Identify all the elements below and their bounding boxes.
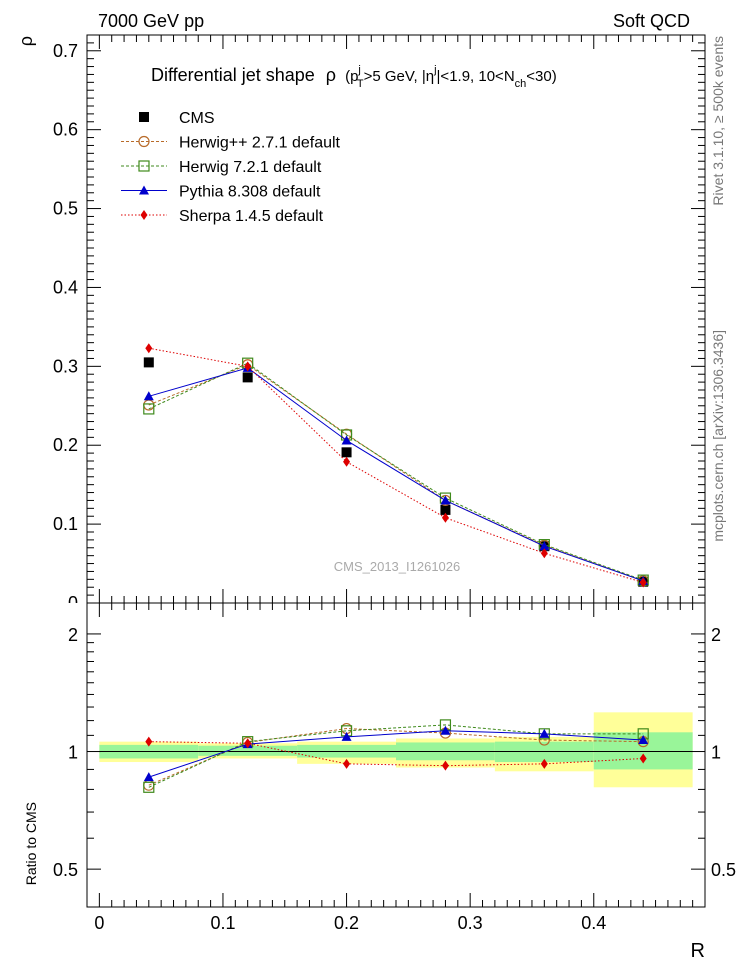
ratio-y-tick-label-right: 0.5 <box>711 860 736 880</box>
analysis-watermark: CMS_2013_I1261026 <box>334 559 461 574</box>
main-y-tick-label: 0.7 <box>53 41 78 61</box>
main-y-tick-label: 0.4 <box>53 277 78 297</box>
main-data-point <box>540 548 548 559</box>
ratio-x-tick-label: 0.2 <box>334 913 359 933</box>
title-eta-sup: j <box>433 64 436 76</box>
ratio-x-tick-label: 0.4 <box>581 913 606 933</box>
xlabel: R <box>691 940 705 962</box>
title-cut-2: |<1.9, 10<N <box>437 68 515 85</box>
ratio-data-point <box>341 731 352 741</box>
main-data-point <box>440 504 451 515</box>
ratio-y-tick-label-right: 2 <box>711 625 721 645</box>
main-ylabel: ρ <box>16 36 36 46</box>
title-pt-sup: j <box>357 64 360 76</box>
ratio-y-tick-label-left: 1 <box>68 743 78 763</box>
main-y-tick-label: 0.5 <box>53 199 78 219</box>
ratio-ylabel: Ratio to CMS <box>23 802 39 885</box>
ratio-data-point <box>441 760 449 771</box>
title-rho: ρ <box>326 65 336 85</box>
main-data-point <box>341 447 352 458</box>
ratio-data-point <box>244 738 252 749</box>
ratio-series-line <box>148 728 644 786</box>
legend-marker <box>139 185 149 195</box>
main-y-tick-label: 0.2 <box>53 435 78 455</box>
legend-marker <box>139 112 149 122</box>
ratio-y-tick-label-right: 1 <box>711 743 721 763</box>
rivet-label: Rivet 3.1.10, ≥ 500k events <box>710 36 726 206</box>
legend-label: CMS <box>179 110 215 127</box>
main-y-tick-label: 0.3 <box>53 356 78 376</box>
main-axes: 0.1 0.2 0.3 0.4 0.5 0.6 0.7 0 <box>53 34 705 613</box>
main-data-point <box>539 541 550 551</box>
title-nch-sub: ch <box>515 78 527 90</box>
legend-label: Herwig 7.2.1 default <box>179 159 322 176</box>
plot-title: Differential jet shape ρ (pj T>5 GeV, |ηj… <box>151 64 557 90</box>
ratio-series-line <box>148 730 644 778</box>
main-y-tick-label-zero: 0 <box>68 593 78 613</box>
ratio-axes: 0 0.1 0.2 0.3 0.4 0.5 0.5 1 1 2 2 <box>53 603 736 933</box>
main-y-tick-label: 0.6 <box>53 120 78 140</box>
main-data-point <box>341 435 352 445</box>
ratio-data-point <box>145 736 153 747</box>
main-series-line <box>148 362 644 581</box>
main-series-line <box>148 347 644 583</box>
title-pt-sub: T <box>357 78 364 90</box>
ratio-y-tick-label-left: 0.5 <box>53 860 78 880</box>
main-data-point <box>143 391 154 401</box>
title-cut-1: >5 GeV, |η <box>364 68 434 85</box>
main-data-point <box>343 456 351 467</box>
main-data-point <box>145 343 153 354</box>
ratio-uncertainty-bands <box>99 712 693 788</box>
ratio-band-green <box>198 745 298 756</box>
title-main: Differential jet shape <box>151 65 315 85</box>
ratio-data-point <box>638 735 649 745</box>
legend-label: Herwig++ 2.7.1 default <box>179 135 341 152</box>
main-data-point <box>440 495 451 505</box>
main-y-tick-label: 0.1 <box>53 514 78 534</box>
main-data-point <box>639 577 647 588</box>
legend-label: Pythia 8.308 default <box>179 184 321 201</box>
ratio-data-point <box>343 758 351 769</box>
energy-label: 7000 GeV pp <box>98 11 204 31</box>
ratio-data-point <box>143 772 154 782</box>
main-data-point <box>244 361 252 372</box>
main-data-point <box>441 512 449 523</box>
title-cut-3: <30) <box>526 68 556 85</box>
mcplots-label: mcplots.cern.ch [arXiv:1306.3436] <box>710 330 726 542</box>
ratio-y-tick-label-left: 2 <box>68 625 78 645</box>
ratio-x-tick-label: 0 <box>94 913 104 933</box>
main-data-point <box>143 357 154 368</box>
ratio-x-tick-label: 0.1 <box>210 913 235 933</box>
ratio-series-line <box>148 741 644 767</box>
ratio-data-point <box>143 781 155 793</box>
ratio-series <box>143 719 649 793</box>
title-pt: p <box>350 68 358 85</box>
ratio-data-point <box>539 728 550 738</box>
ratio-data-point <box>639 753 647 764</box>
ratio-data-point <box>540 758 548 769</box>
legend-marker <box>138 135 150 148</box>
main-series <box>143 343 649 588</box>
main-data-point <box>242 372 253 383</box>
main-data-point <box>143 403 155 415</box>
legend-marker <box>140 210 148 220</box>
ratio-x-tick-label: 0.3 <box>458 913 483 933</box>
legend-marker <box>138 160 150 172</box>
main-series-line <box>148 364 644 582</box>
ratio-data-point <box>440 725 451 735</box>
main-series-line <box>148 367 644 582</box>
legend-label: Sherpa 1.4.5 default <box>179 208 324 225</box>
legend: CMS Herwig++ 2.7.1 default Herwig 7.2.1 de… <box>121 110 341 225</box>
category-label: Soft QCD <box>613 11 690 31</box>
